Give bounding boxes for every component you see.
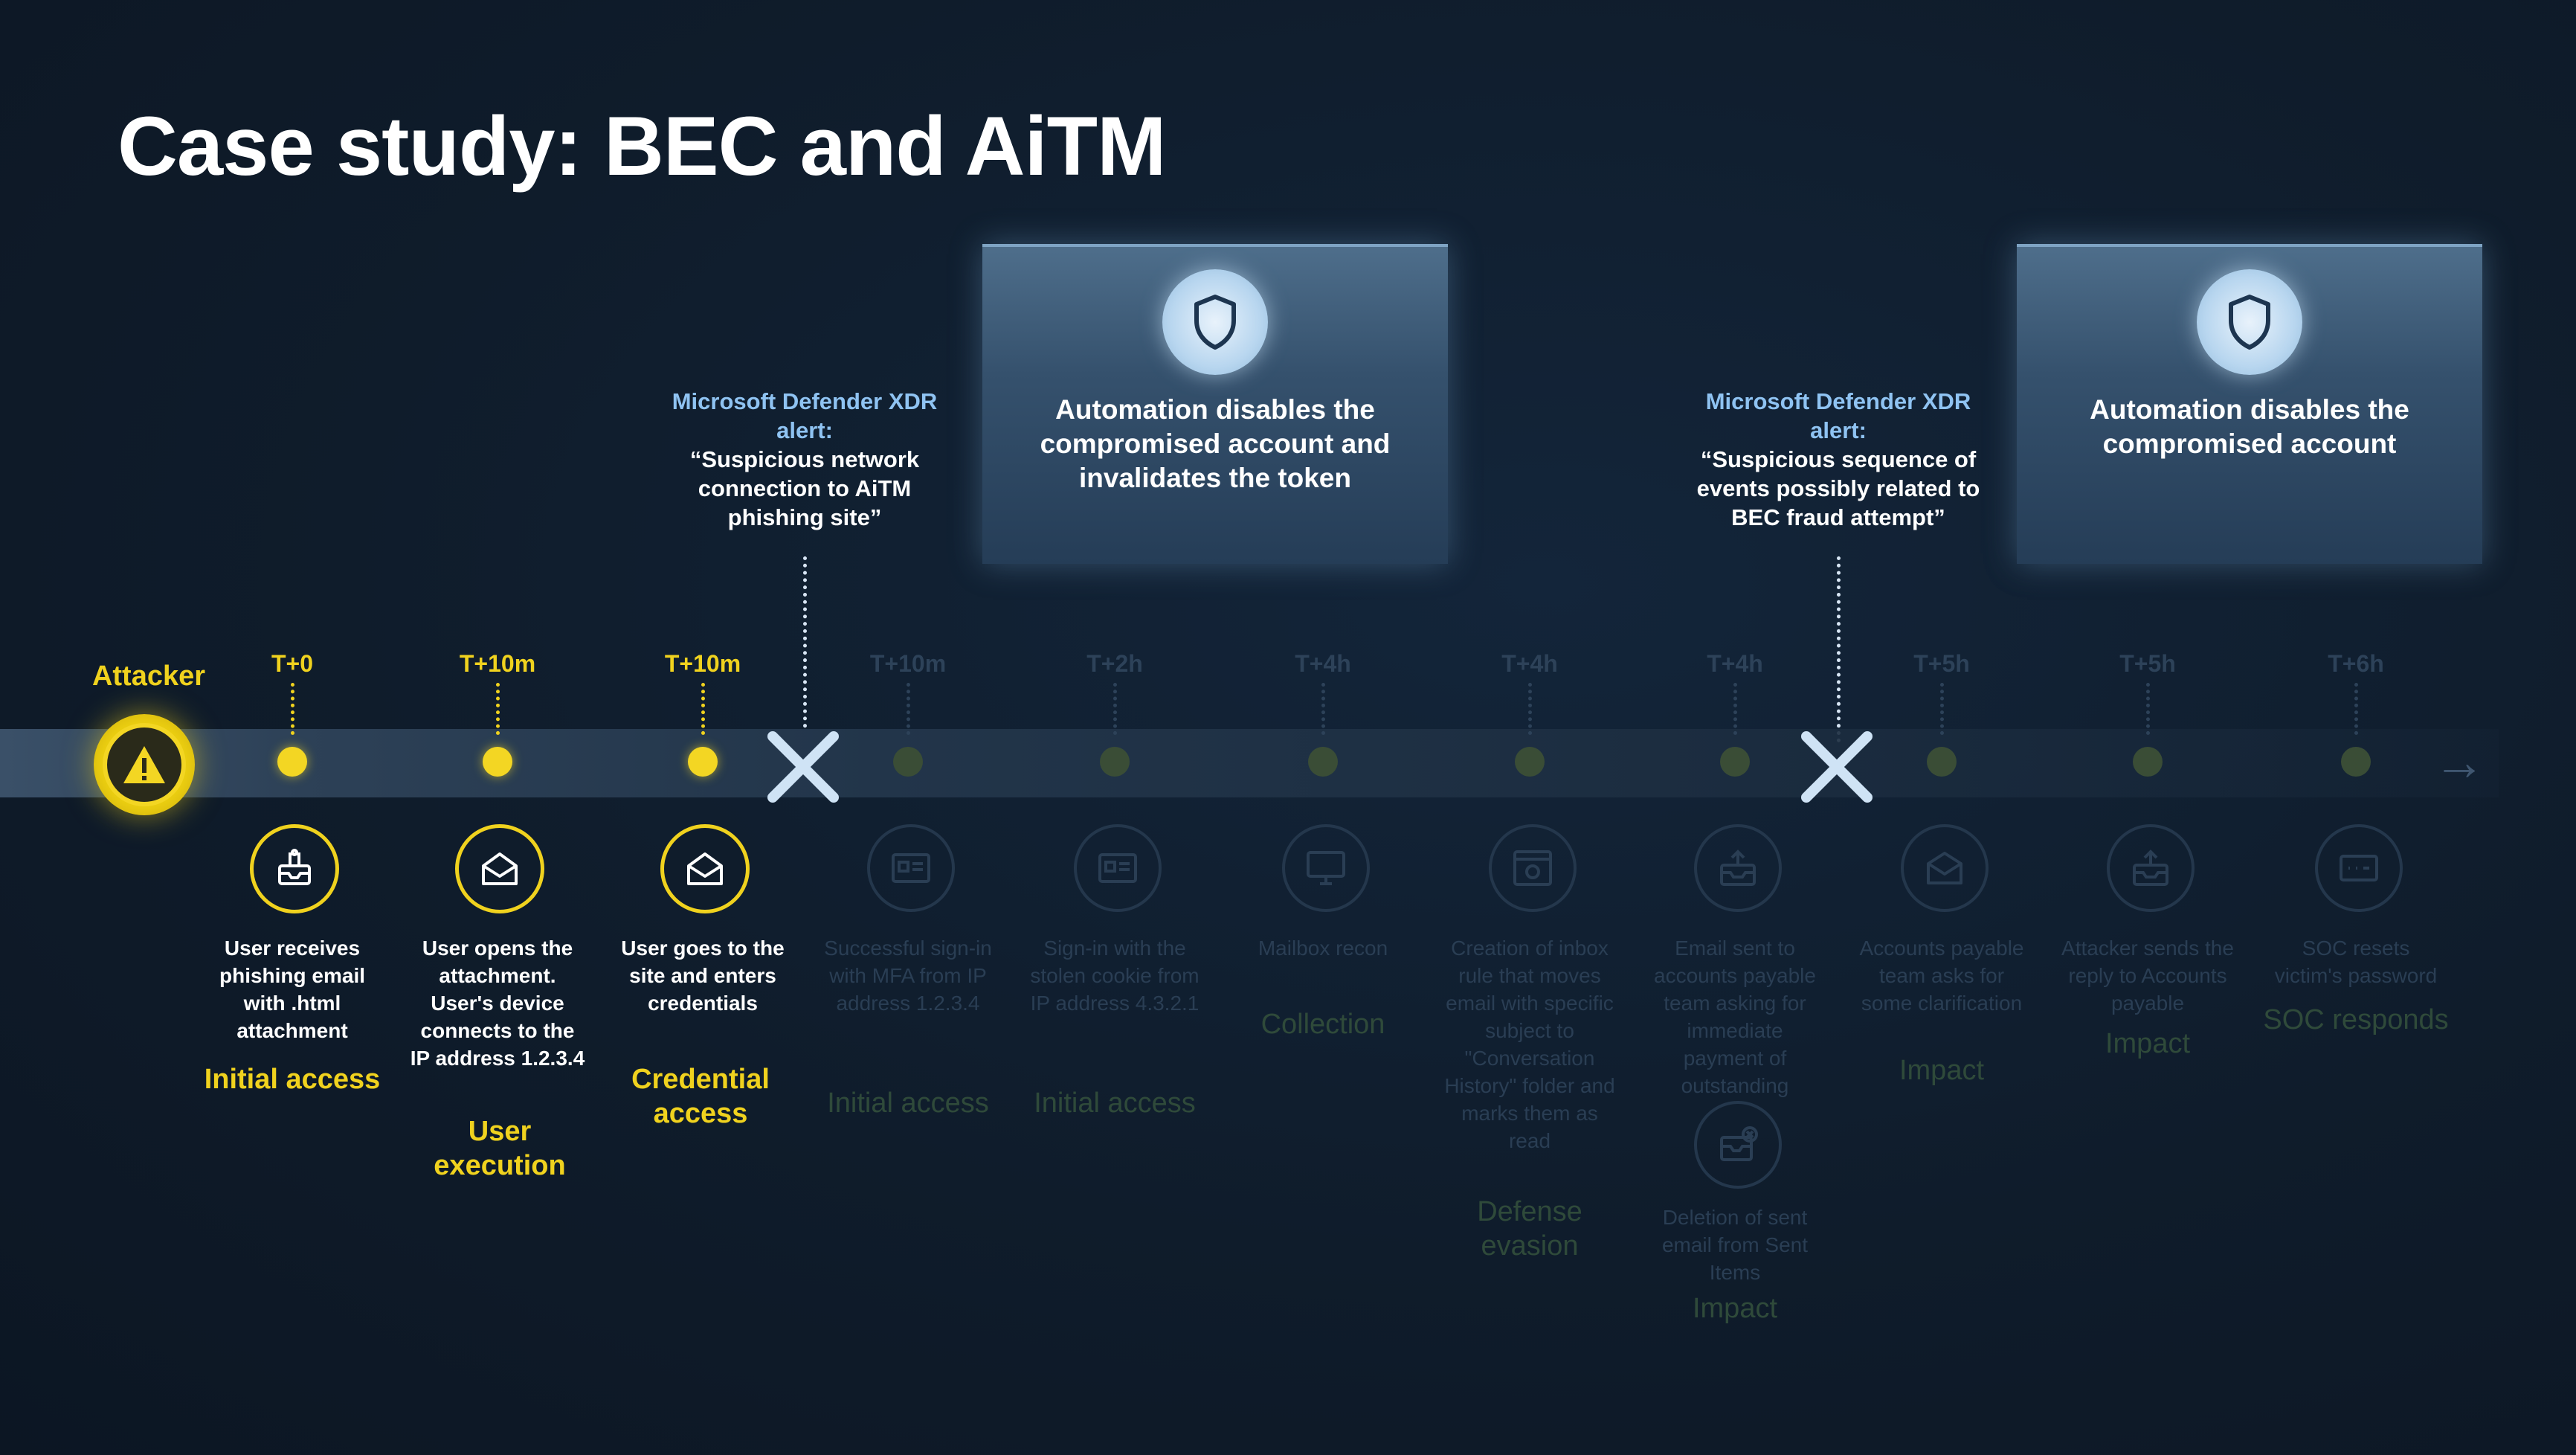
step-description: Mailbox recon (1258, 937, 1388, 960)
timeline-band (0, 729, 2499, 797)
alert-2: Microsoft Defender XDR alert: “Suspiciou… (1690, 387, 1987, 532)
step-description: SOC resets victim's password (2274, 937, 2438, 987)
step-connector (701, 683, 705, 735)
step-tactic: Initial access (204, 1064, 381, 1095)
step-description: Sign-in with the stolen cookie from IP a… (1030, 937, 1200, 1015)
step-connector (2146, 683, 2150, 735)
open-envelope-icon (1901, 824, 1989, 912)
step-connector (907, 683, 910, 735)
alert-heading: Microsoft Defender XDR alert: (1705, 388, 1971, 443)
step-dot (893, 747, 923, 777)
step-connector (1321, 683, 1325, 735)
step-extra-description: Deletion of sent email from Sent Items (1661, 1206, 1809, 1284)
automation-text: Automation disables the compromised acco… (1040, 394, 1391, 493)
step-dot (2341, 747, 2371, 777)
id-card-icon (1074, 824, 1162, 912)
arrow-right-icon: → (2433, 733, 2485, 791)
monitor-icon (1282, 824, 1370, 912)
step-tactic: Defense evasion (1477, 1196, 1582, 1262)
automation-box-2: Automation disables the compromised acco… (2017, 244, 2482, 564)
attacker-label: Attacker (91, 661, 206, 692)
step-description: Attacker sends the reply to Accounts pay… (2061, 937, 2234, 1015)
delete-mail-icon (1694, 1101, 1782, 1189)
step-dot (1100, 747, 1130, 777)
alert-1: Microsoft Defender XDR alert: “Suspiciou… (656, 387, 953, 532)
send-mail-icon (2107, 824, 2195, 912)
step-connector (1113, 683, 1117, 735)
open-envelope-icon (660, 824, 750, 913)
close-icon (1801, 731, 1873, 803)
step-time: T+4h (1295, 650, 1351, 677)
alert-connector (1837, 556, 1841, 742)
automation-box-1: Automation disables the compromised acco… (982, 244, 1448, 564)
inbox-attachment-icon (250, 824, 339, 913)
id-card-icon (867, 824, 955, 912)
step-time: T+10m (459, 650, 536, 677)
step-time: T+5h (2119, 650, 2176, 677)
shield-icon (1162, 269, 1268, 375)
step-dot (2133, 747, 2163, 777)
alert-heading: Microsoft Defender XDR alert: (672, 388, 938, 443)
step-description: Successful sign-in with MFA from IP addr… (824, 937, 992, 1015)
step-tactic: Collection (1260, 1009, 1385, 1040)
send-mail-icon (1694, 824, 1782, 912)
step-tactic: Initial access (1034, 1088, 1196, 1119)
step-description: Creation of inbox rule that moves email … (1444, 937, 1615, 1152)
warning-icon (94, 714, 195, 815)
slide-title: Case study: BEC and AiTM (117, 100, 1166, 193)
shield-icon (2197, 269, 2302, 375)
step-time: T+4h (1501, 650, 1558, 677)
step-dot (1308, 747, 1338, 777)
step-description: User receives phishing email with .html … (219, 937, 366, 1042)
step-connector (2354, 683, 2358, 735)
step-time: T+0 (271, 650, 314, 677)
step-connector (1940, 683, 1944, 735)
settings-window-icon (1489, 824, 1577, 912)
step-dot (688, 747, 718, 777)
step-tactic: Impact (1692, 1293, 1778, 1324)
open-envelope-icon (455, 824, 544, 913)
step-connector (1528, 683, 1532, 735)
step-time: T+2h (1086, 650, 1143, 677)
step-time: T+5h (1913, 650, 1970, 677)
step-description: Accounts payable team asks for some clar… (1859, 937, 2024, 1015)
alert-body: “Suspicious network connection to AiTM p… (689, 446, 920, 530)
close-icon (767, 731, 839, 803)
step-tactic: Impact (2105, 1028, 2191, 1059)
step-description: User goes to the site and enters credent… (621, 937, 785, 1015)
step-description: Email sent to accounts payable team aski… (1654, 937, 1816, 1097)
step-tactic: Impact (1899, 1055, 1985, 1086)
step-time: T+10m (664, 650, 741, 677)
step-tactic: Credential access (631, 1064, 770, 1129)
step-time: T+6h (2328, 650, 2384, 677)
step-connector (496, 683, 500, 735)
step-time: T+4h (1707, 650, 1763, 677)
step-dot (1720, 747, 1750, 777)
step-tactic: User execution (434, 1116, 566, 1181)
step-tactic: SOC responds (2263, 1004, 2449, 1035)
step-dot (483, 747, 512, 777)
step-dot (1927, 747, 1957, 777)
step-time: T+10m (869, 650, 947, 677)
step-connector (1733, 683, 1737, 735)
password-icon (2315, 824, 2403, 912)
alert-connector (803, 556, 807, 742)
step-description: User opens the attachment. User's device… (410, 937, 585, 1070)
step-dot (1515, 747, 1545, 777)
automation-text: Automation disables the compromised acco… (2090, 394, 2409, 459)
step-tactic: Initial access (827, 1088, 989, 1119)
alert-body: “Suspicious sequence of events possibly … (1696, 446, 1980, 530)
step-connector (291, 683, 294, 735)
step-dot (277, 747, 307, 777)
